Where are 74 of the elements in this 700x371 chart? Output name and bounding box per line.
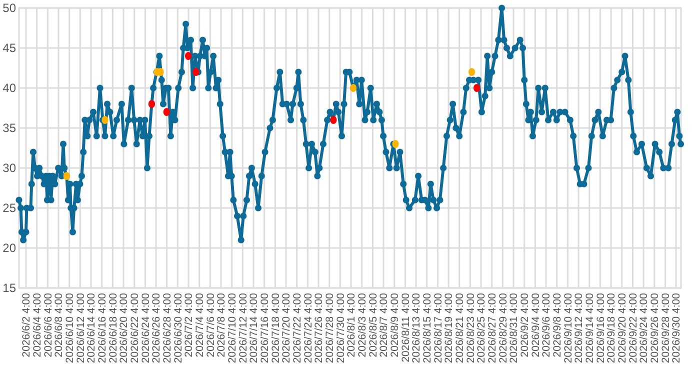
x-tick-label: 2026/7/6 4:00 — [204, 292, 217, 358]
x-tick-label: 2026/6/6 4:00 — [42, 292, 54, 358]
x-tick-label: 2026/8/19 4:00 — [443, 292, 456, 364]
y-tick-label: 35 — [2, 121, 16, 136]
x-tick-label: 2026/9/20 4:00 — [616, 292, 629, 364]
x-tick-label: 2026/7/4 4:00 — [194, 292, 206, 358]
x-tick-label: 2026/6/4 4:00 — [32, 292, 44, 358]
x-tick-label: 2026/6/26 4:00 — [150, 292, 163, 364]
x-tick-label: 2026/8/15 4:00 — [422, 292, 434, 364]
x-tick-label: 2026/6/8 4:00 — [53, 292, 66, 358]
y-tick-label: 15 — [2, 281, 16, 296]
x-tick-label: 2026/9/4 4:00 — [530, 292, 542, 358]
x-tick-label: 2026/9/8 4:00 — [552, 292, 564, 358]
x-tick-label: 2026/7/24 4:00 — [302, 292, 314, 364]
x-tick-label: 2026/6/28 4:00 — [162, 292, 174, 364]
x-tick-label: 2026/8/27 4:00 — [486, 292, 499, 364]
x-tick-label: 2026/7/18 4:00 — [270, 292, 282, 364]
x-tick-label: 2026/7/14 4:00 — [248, 292, 260, 364]
x-tick-label: 2026/8/31 4:00 — [508, 292, 520, 364]
x-tick-label: 2026/8/9 4:00 — [389, 292, 402, 358]
y-tick-label: 45 — [2, 41, 16, 56]
x-tick-label: 2026/8/5 4:00 — [367, 292, 380, 358]
x-tick-label: 2026/7/16 4:00 — [259, 292, 272, 364]
point — [163, 108, 170, 116]
x-tick-label: 2026/7/8 4:00 — [216, 292, 228, 358]
x-tick-label: 2026/9/2 4:00 — [519, 292, 532, 358]
x-tick-label: 2026/9/30 4:00 — [670, 292, 683, 364]
x-tick-label: 2026/6/10 4:00 — [64, 292, 76, 364]
x-tick-label: 2026/8/23 4:00 — [464, 292, 477, 364]
x-tick-label: 2026/9/6 4:00 — [540, 292, 553, 358]
point — [184, 52, 192, 60]
x-tick-label: 2026/6/18 4:00 — [107, 292, 120, 364]
x-tick-label: 2026/9/14 4:00 — [584, 292, 596, 364]
x-tick-label: 2026/9/16 4:00 — [594, 292, 607, 364]
x-tick-label: 2026/9/24 4:00 — [638, 292, 650, 364]
y-tick-label: 30 — [2, 161, 16, 176]
x-tick-label: 2026/8/11 4:00 — [400, 292, 412, 362]
y-tick-label: 20 — [2, 241, 16, 256]
x-tick-label: 2026/6/24 4:00 — [140, 292, 152, 364]
x-tick-label: 2026/7/28 4:00 — [324, 292, 336, 364]
x-tick-label: 2026/7/26 4:00 — [313, 292, 326, 364]
x-tick-label: 2026/6/16 4:00 — [96, 292, 109, 364]
y-tick-label: 25 — [2, 201, 16, 216]
x-tick-label: 2026/8/29 4:00 — [497, 292, 510, 364]
x-tick-label: 2026/6/12 4:00 — [74, 292, 87, 364]
x-tick-label: 2026/7/2 4:00 — [183, 292, 196, 358]
y-tick-label: 50 — [2, 1, 16, 16]
x-tick-label: 2026/7/22 4:00 — [292, 292, 304, 364]
point — [473, 84, 480, 92]
x-tick-label: 2026/8/1 4:00 — [346, 292, 358, 358]
x-tick-label: 2026/9/12 4:00 — [573, 292, 586, 364]
x-tick-label: 2026/6/30 4:00 — [172, 292, 184, 364]
x-tick-label: 2026/7/30 4:00 — [334, 292, 347, 364]
x-tick-label: 2026/8/13 4:00 — [410, 292, 423, 364]
x-tick-label: 2026/9/10 4:00 — [562, 292, 574, 364]
point — [102, 116, 108, 124]
x-tick-label: 2026/9/18 4:00 — [606, 292, 618, 364]
x-tick-label: 2026/8/17 4:00 — [432, 292, 444, 364]
x-tick-label: 2026/8/3 4:00 — [356, 292, 369, 358]
x-tick-label: 2026/6/20 4:00 — [118, 292, 130, 364]
x-tick-label: 2026/7/10 4:00 — [226, 292, 239, 364]
x-tick-label: 2026/6/14 4:00 — [86, 292, 98, 364]
x-tick-label: 2026/7/20 4:00 — [280, 292, 293, 364]
x-tick-label: 2026/9/22 4:00 — [627, 292, 640, 364]
x-tick-label: 2026/8/21 4:00 — [454, 292, 466, 364]
x-tick-label: 2026/9/26 4:00 — [649, 292, 662, 364]
x-tick-label: 2026/6/2 4:00 — [20, 292, 33, 358]
x-tick-label: 2026/8/25 4:00 — [476, 292, 488, 364]
x-tick-label: 2026/6/22 4:00 — [129, 292, 142, 364]
x-tick-label: 2026/8/7 4:00 — [378, 292, 390, 358]
x-tick-label: 2026/7/12 4:00 — [237, 292, 250, 364]
point — [468, 68, 476, 76]
y-tick-label: 40 — [2, 81, 16, 96]
x-tick-label: 2026/9/28 4:00 — [660, 292, 672, 364]
